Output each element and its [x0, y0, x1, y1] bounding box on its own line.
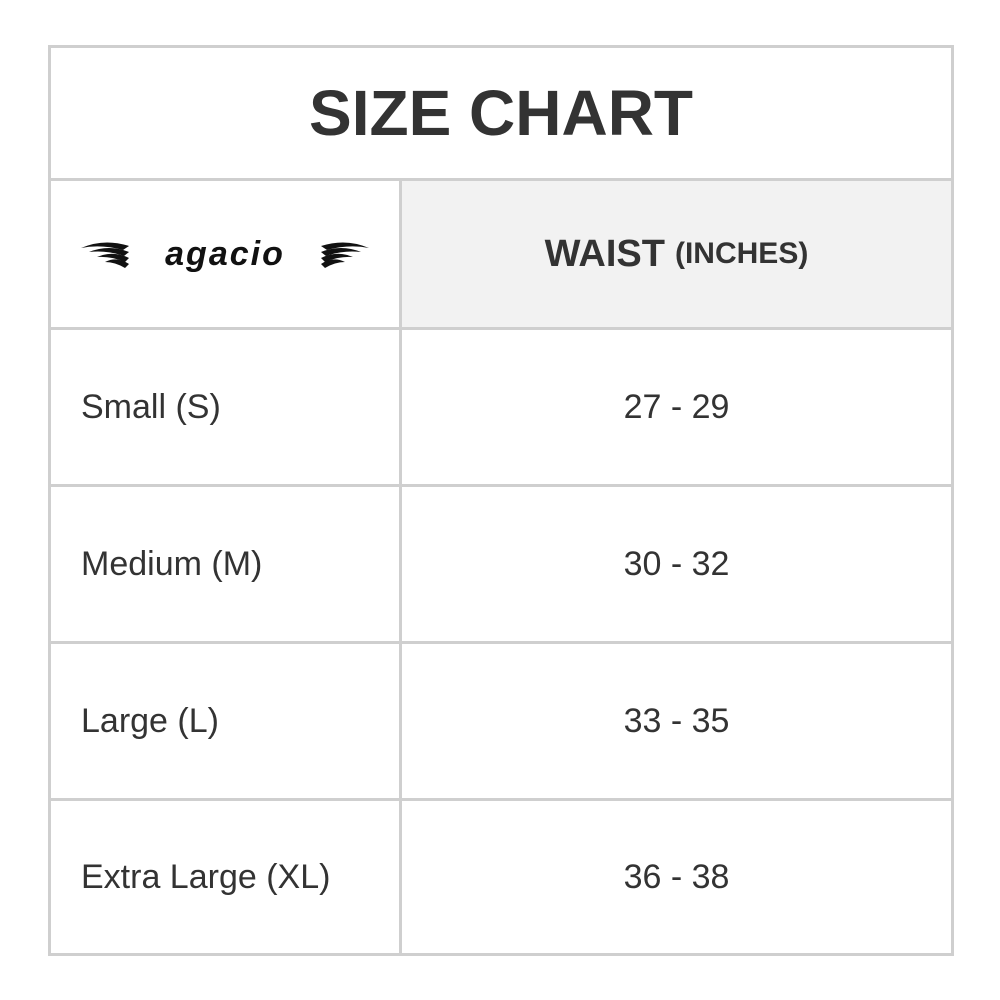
size-label: Small (S): [81, 387, 221, 426]
divider: [51, 798, 951, 801]
waist-value: 36 - 38: [623, 857, 730, 896]
logo-text: agacio: [165, 235, 285, 273]
waist-value: 27 - 29: [623, 387, 730, 426]
column-header-waist: WAIST (INCHES): [402, 181, 951, 327]
brand-logo: agacio: [51, 181, 399, 327]
wings-logo-icon: agacio: [81, 235, 369, 273]
size-chart-table: SIZE CHART agacio WAIST (INCHES) Small (…: [48, 45, 954, 956]
divider: [51, 641, 951, 644]
column-header-unit: (INCHES): [674, 237, 809, 270]
size-label: Medium (M): [81, 544, 263, 583]
divider: [51, 327, 951, 330]
waist-value: 30 - 32: [623, 544, 730, 583]
size-label: Large (L): [81, 701, 219, 740]
waist-value: 33 - 35: [623, 701, 730, 740]
column-divider: [399, 181, 402, 953]
column-header-label: WAIST: [544, 232, 665, 275]
divider: [51, 484, 951, 487]
divider: [51, 178, 951, 181]
page-title: SIZE CHART: [309, 77, 693, 149]
size-label: Extra Large (XL): [81, 857, 331, 896]
